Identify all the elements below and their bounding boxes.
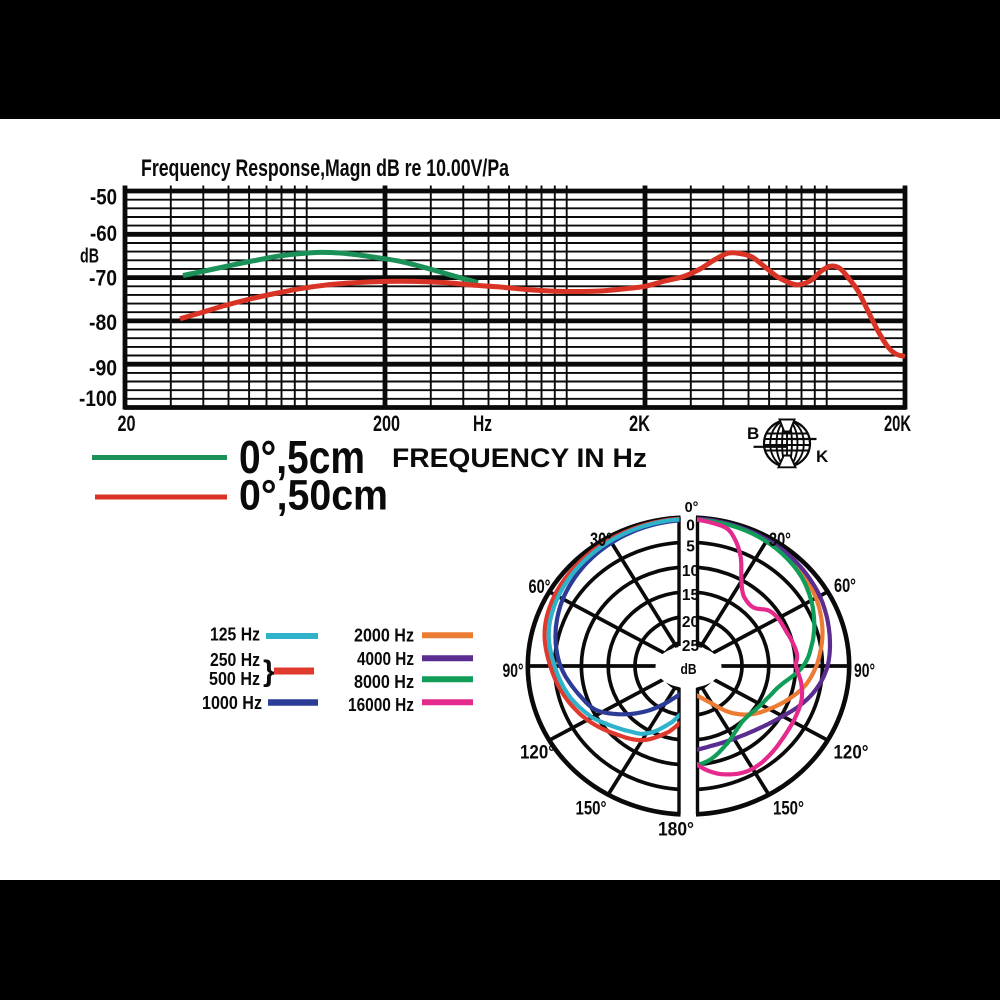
svg-text:-50: -50 (90, 185, 117, 210)
svg-text:200: 200 (373, 411, 400, 436)
svg-text:1000 Hz: 1000 Hz (202, 693, 262, 713)
svg-text:120°: 120° (520, 742, 555, 764)
svg-text:15: 15 (682, 587, 700, 604)
svg-text:2000 Hz: 2000 Hz (354, 626, 414, 646)
svg-text:90°: 90° (854, 660, 875, 682)
svg-text:0°: 0° (685, 500, 699, 516)
svg-text:-100: -100 (79, 386, 117, 411)
svg-text:60°: 60° (529, 576, 551, 598)
svg-text:0: 0 (686, 518, 695, 535)
svg-text:dB: dB (681, 661, 697, 678)
svg-text:10: 10 (682, 563, 699, 580)
svg-text:B: B (747, 424, 759, 443)
svg-text:16000 Hz: 16000 Hz (348, 695, 414, 715)
svg-text:60°: 60° (834, 575, 856, 597)
svg-text:30°: 30° (590, 529, 612, 551)
svg-text:4000 Hz: 4000 Hz (357, 649, 414, 669)
svg-text:125 Hz: 125 Hz (210, 625, 260, 645)
svg-text:2K: 2K (629, 411, 650, 436)
svg-text:0°,50cm: 0°,50cm (239, 472, 388, 520)
svg-text:K: K (816, 447, 829, 466)
svg-text:5: 5 (686, 539, 695, 556)
svg-text:150°: 150° (773, 798, 804, 820)
svg-text:Frequency Response,Magn dB re: Frequency Response,Magn dB re 10.00V/Pa (141, 155, 509, 182)
svg-text:150°: 150° (576, 798, 607, 820)
svg-text:500 Hz: 500 Hz (209, 669, 260, 689)
svg-text:Hz: Hz (473, 411, 492, 436)
svg-text:25: 25 (682, 638, 700, 655)
svg-text:-80: -80 (89, 310, 117, 335)
svg-text:-60: -60 (90, 221, 117, 246)
svg-text:250 Hz: 250 Hz (210, 650, 260, 670)
svg-text:-90: -90 (89, 356, 117, 381)
svg-text:}: } (263, 655, 275, 688)
svg-text:180°: 180° (658, 819, 694, 841)
svg-text:20K: 20K (884, 411, 911, 436)
svg-text:20: 20 (118, 411, 136, 436)
svg-text:90°: 90° (503, 660, 524, 682)
svg-text:8000 Hz: 8000 Hz (354, 672, 414, 692)
svg-text:120°: 120° (834, 742, 869, 764)
svg-text:-70: -70 (89, 266, 117, 291)
svg-text:dB: dB (80, 246, 99, 268)
svg-text:30°: 30° (769, 529, 791, 551)
svg-text:20: 20 (682, 614, 699, 631)
svg-text:0°,5cm: 0°,5cm (239, 431, 365, 483)
svg-text:FREQUENCY IN Hz: FREQUENCY IN Hz (392, 443, 647, 473)
